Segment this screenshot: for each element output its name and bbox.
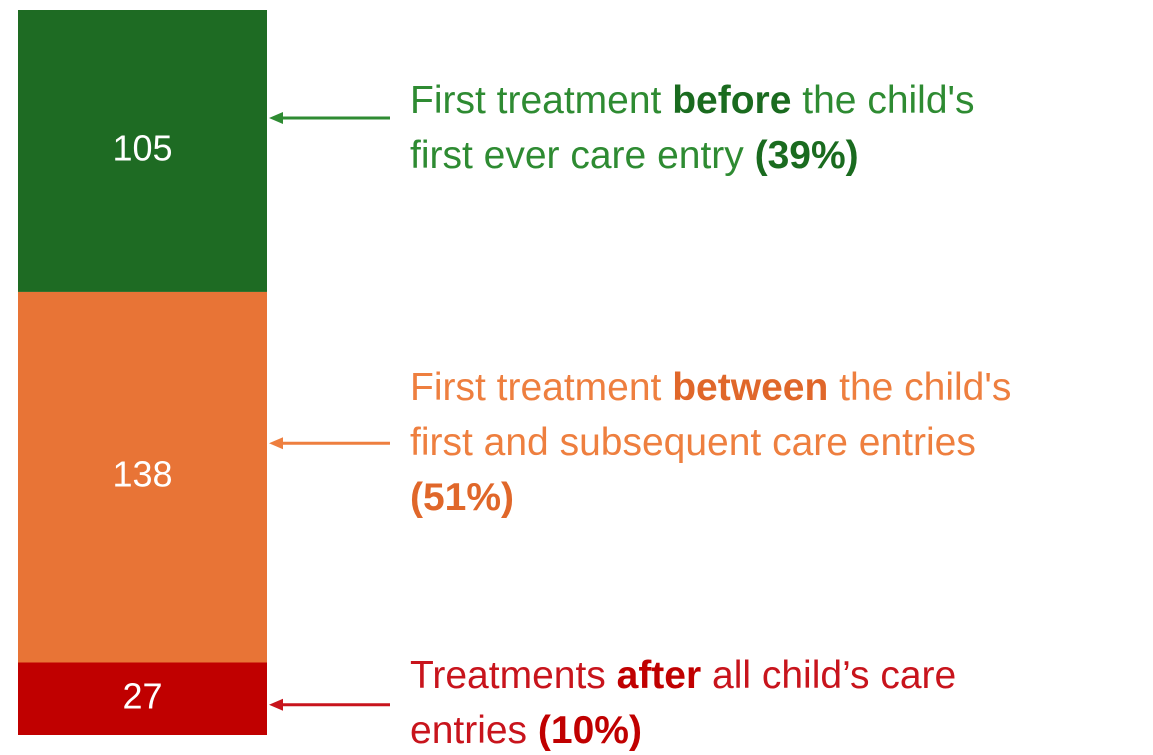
- annotation-run: the child's: [828, 366, 1011, 409]
- segment-label: 138: [112, 454, 172, 495]
- annotation-line: first and subsequent care entries: [410, 421, 976, 464]
- annotation-run: Treatments: [410, 654, 617, 697]
- annotation-run: entries: [410, 709, 538, 752]
- annotation-run: before: [672, 79, 791, 122]
- segment-label: 27: [122, 675, 162, 716]
- annotation-run: all child’s care: [701, 654, 956, 697]
- bar-segment: [18, 10, 267, 292]
- arrow-head: [269, 112, 283, 124]
- annotation-run: the child's: [791, 79, 974, 122]
- annotation-line: entries (10%): [410, 709, 642, 752]
- arrow-head: [269, 437, 283, 450]
- bar-segment: [18, 291, 267, 663]
- arrow-head: [269, 698, 283, 711]
- annotation-line: First treatment between the child's: [410, 366, 1011, 409]
- bar-segment: [18, 662, 267, 735]
- annotation-line: first ever care entry (39%): [410, 134, 859, 177]
- annotation-line: First treatment before the child's: [410, 79, 974, 122]
- segment-label: 105: [112, 127, 172, 168]
- annotation-run: (51%): [410, 476, 514, 519]
- annotation-run: first and subsequent care entries: [410, 421, 976, 464]
- annotation-run: First treatment: [410, 366, 672, 409]
- annotation-run: after: [617, 654, 702, 697]
- annotation-run: (39%): [755, 134, 859, 177]
- annotation-run: between: [672, 366, 828, 409]
- annotation-run: first ever care entry: [410, 134, 755, 177]
- annotation-run: First treatment: [410, 79, 672, 122]
- annotation-run: (10%): [538, 709, 642, 752]
- annotation-line: (51%): [410, 476, 514, 519]
- annotation-line: Treatments after all child’s care: [410, 654, 956, 697]
